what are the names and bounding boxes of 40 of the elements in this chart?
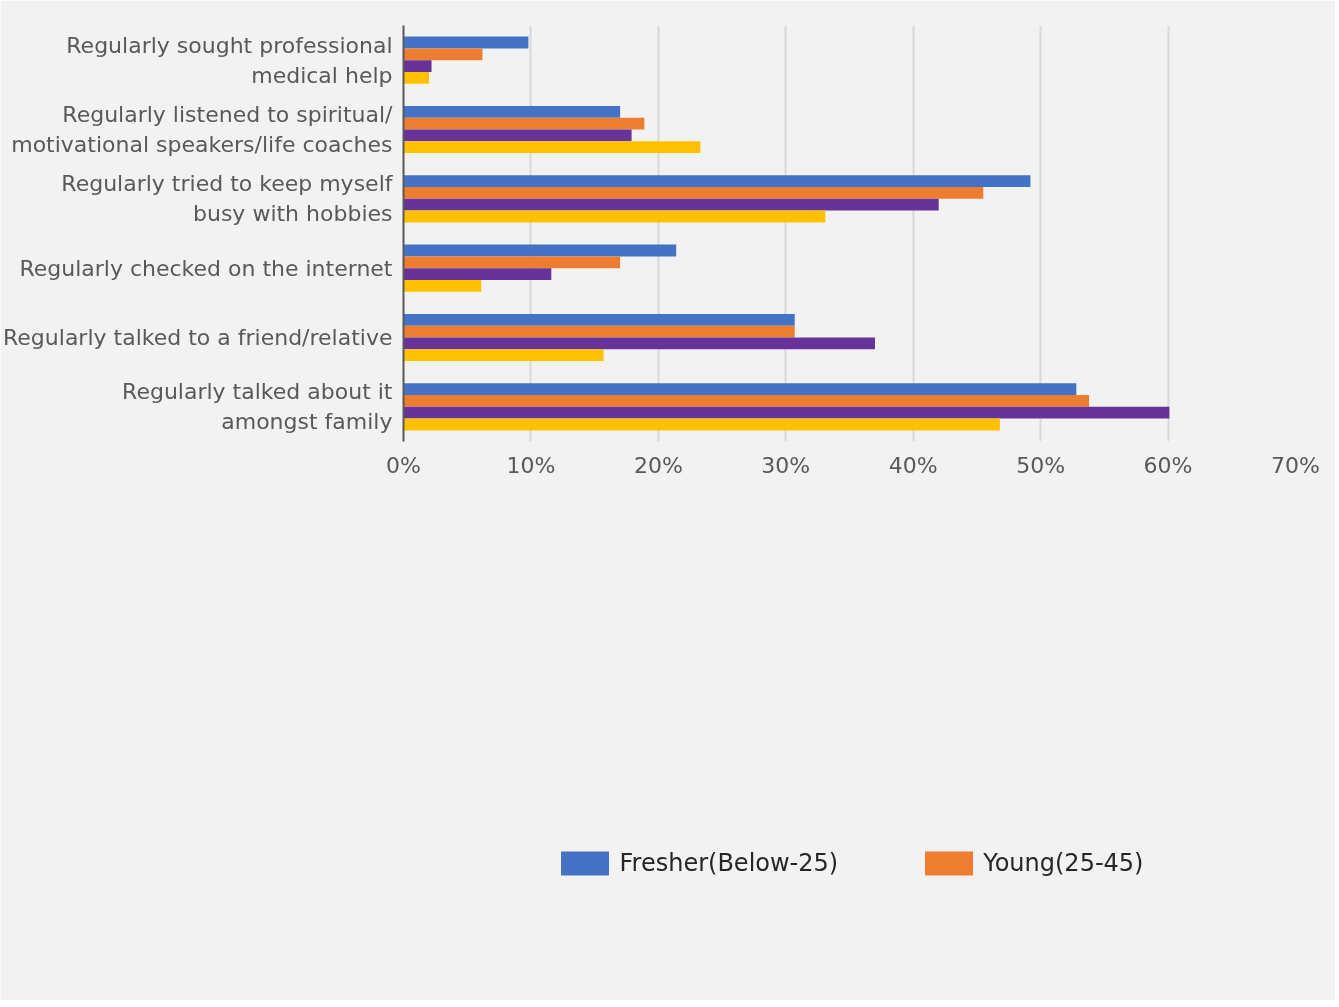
- x-tick-label: 30%: [761, 452, 811, 478]
- y-tick-label: Regularly talked to a friend/relative: [3, 325, 393, 350]
- x-tick-label: 40%: [888, 452, 938, 478]
- bar: [403, 60, 432, 72]
- y-tick-label: Regularly listened to spiritual/ motivational speakers/life coaches: [11, 102, 394, 157]
- bar: [403, 418, 1000, 431]
- bar: [403, 175, 1031, 188]
- x-tick-label: 0%: [386, 452, 421, 478]
- bar: [403, 337, 875, 350]
- x-tick-label: 60%: [1143, 452, 1193, 478]
- x-tick-label: 20%: [633, 452, 683, 478]
- bar: [403, 210, 826, 223]
- bar: [403, 395, 1090, 407]
- bar: [403, 406, 1170, 419]
- bar: [403, 349, 604, 362]
- bar: [403, 129, 632, 142]
- y-tick-label: Regularly tried to keep myself busy with hobbies: [61, 171, 394, 227]
- y-tick-label: Regularly sought professional medical help: [66, 32, 393, 88]
- x-tick-label: 50%: [1016, 452, 1066, 478]
- bar: [403, 187, 984, 199]
- bar: [403, 256, 621, 269]
- legend-label: Young(25-45): [983, 848, 1144, 877]
- bar: [403, 313, 795, 326]
- bar: [403, 268, 552, 280]
- bar: [403, 141, 701, 154]
- y-tick-label: Regularly checked on the internet: [19, 255, 393, 281]
- bar: [403, 105, 621, 118]
- x-tick-label: 70%: [1271, 452, 1320, 478]
- bar: [403, 36, 529, 49]
- bar: [403, 244, 677, 257]
- legend-label: Fresher(Below-25): [619, 848, 839, 877]
- bar: [403, 71, 429, 84]
- bar: [403, 198, 939, 211]
- bar: [403, 383, 1077, 396]
- bar: [403, 325, 795, 338]
- x-tick-label: 10%: [506, 452, 556, 478]
- bar: [403, 117, 645, 130]
- bar: [403, 48, 483, 61]
- bar: [403, 279, 482, 292]
- y-tick-label: Regularly talked about it amongst family: [122, 379, 393, 435]
